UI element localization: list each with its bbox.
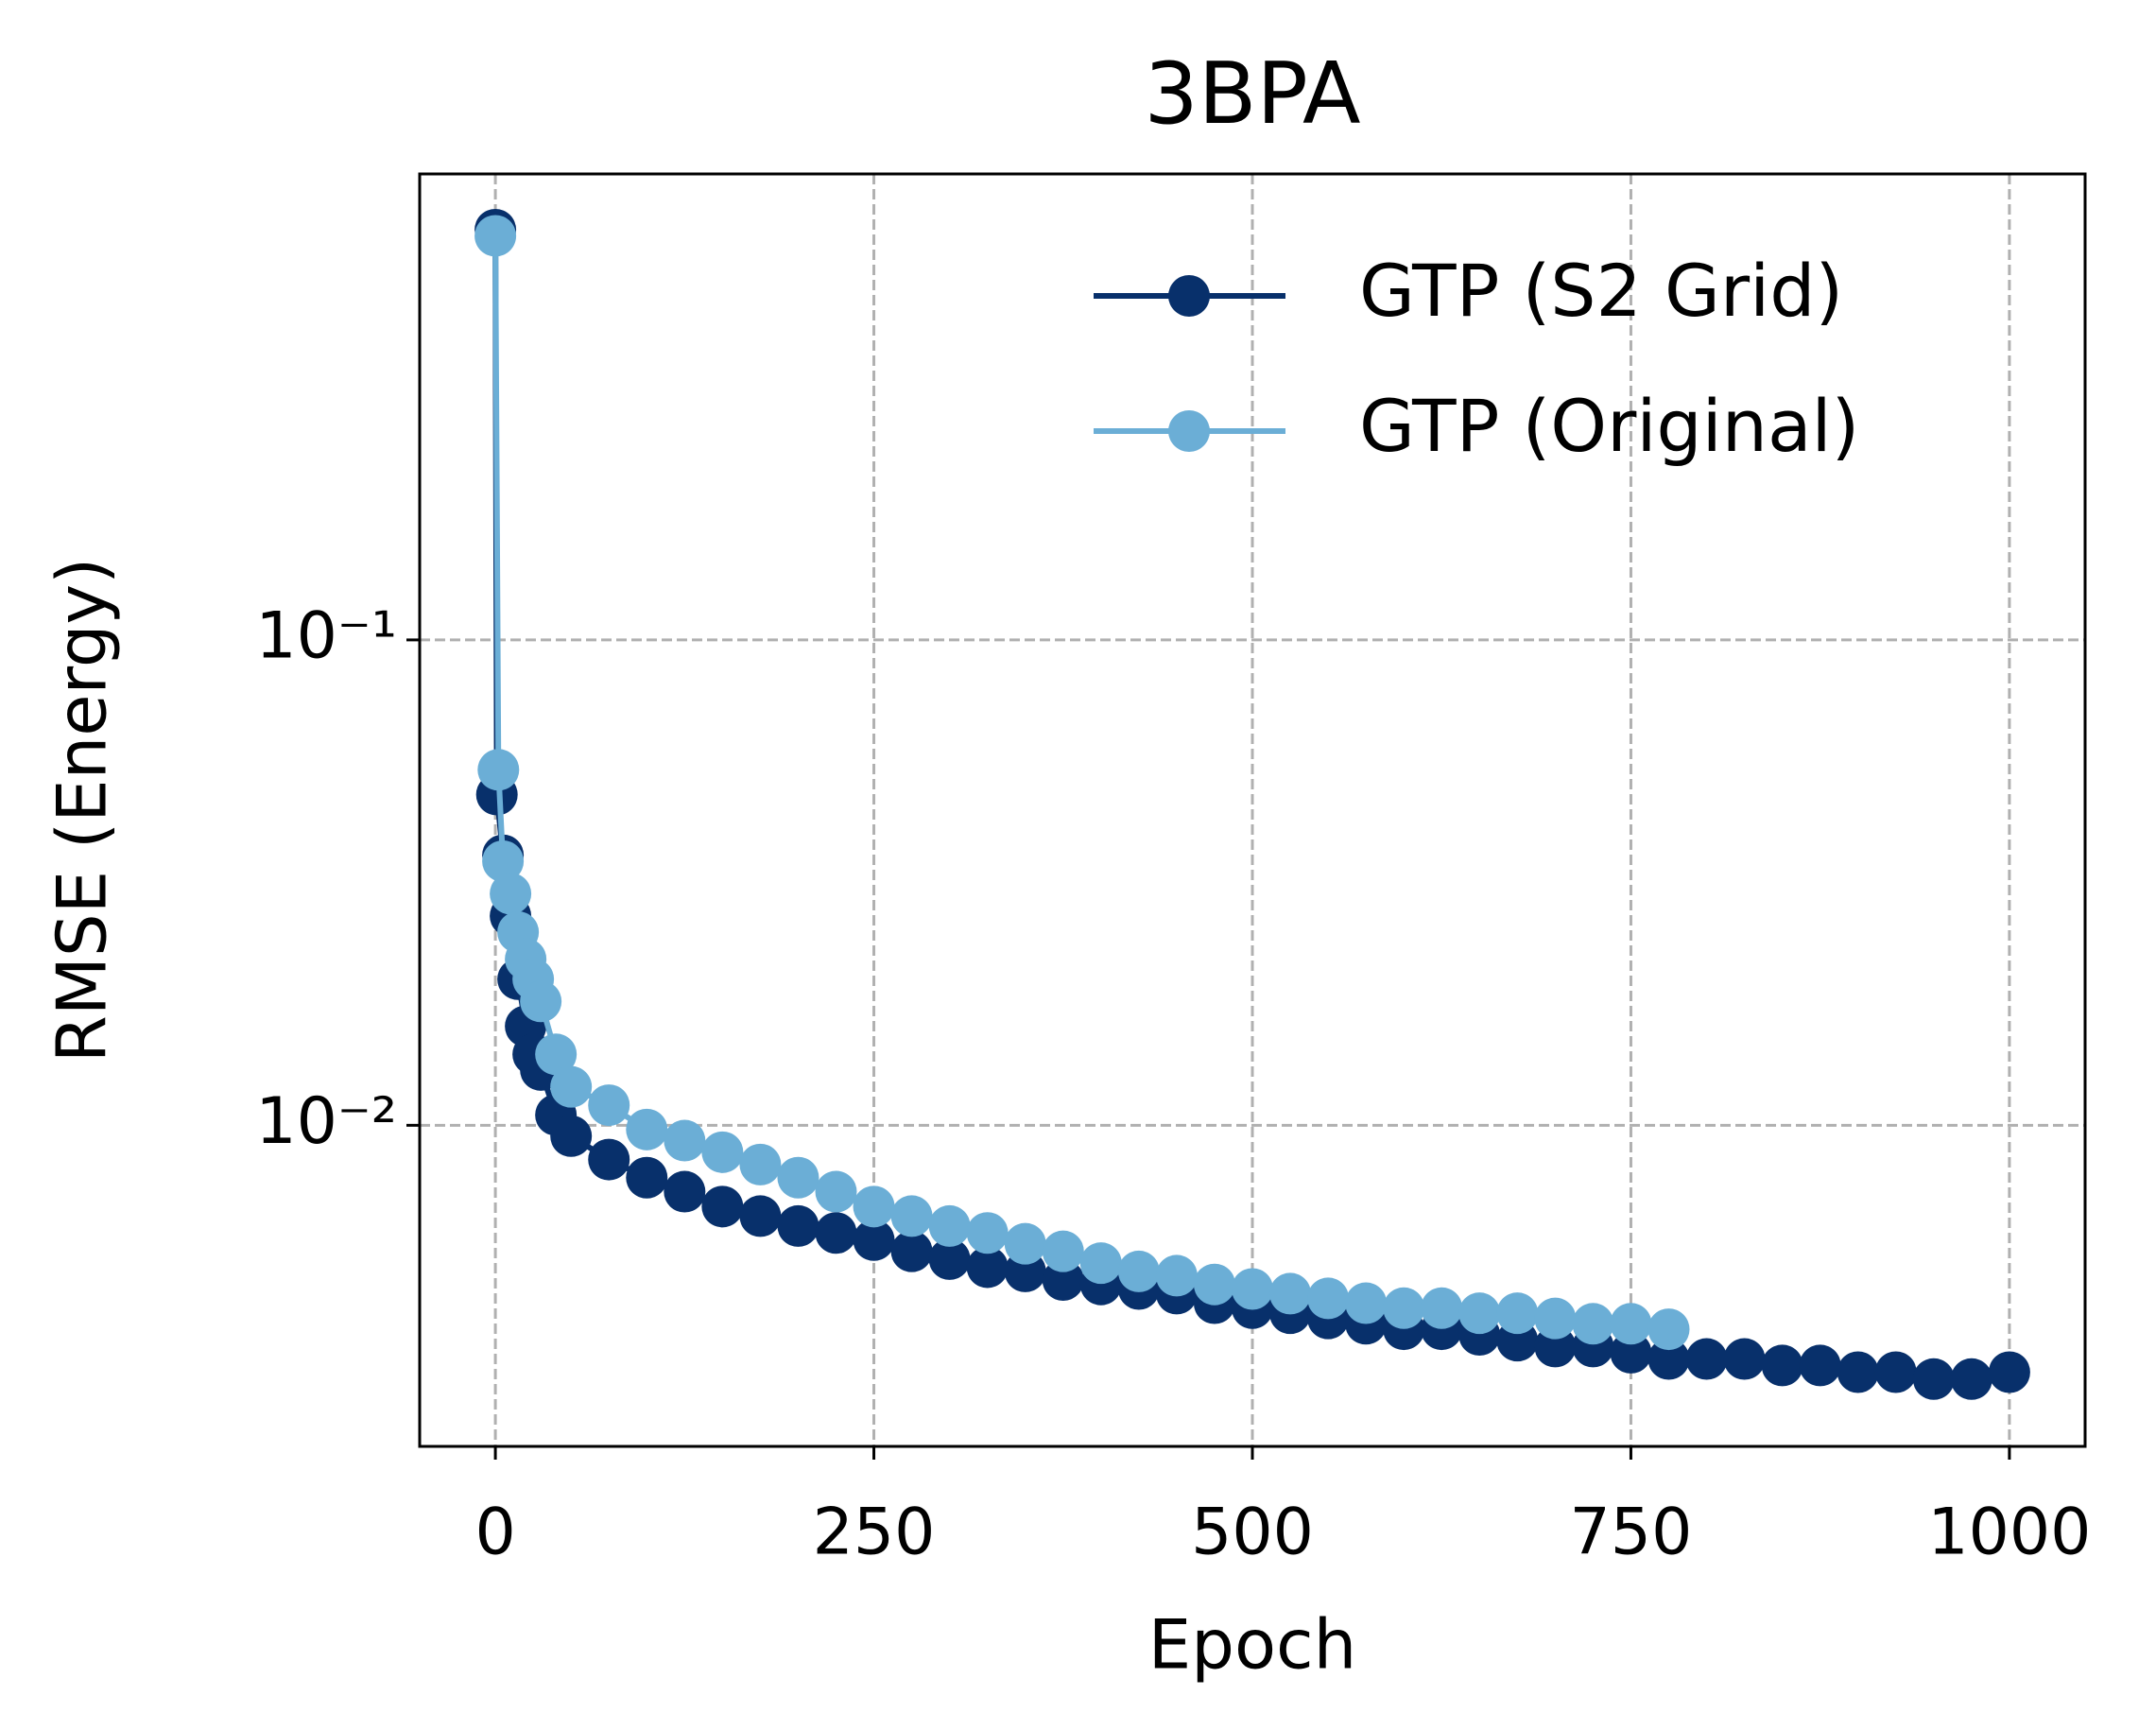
x-axis-label: Epoch <box>1148 1605 1356 1685</box>
data-point <box>520 980 562 1023</box>
data-point <box>474 215 517 257</box>
data-point <box>1496 1292 1539 1335</box>
data-point <box>482 839 525 882</box>
data-point <box>1345 1282 1388 1324</box>
data-point <box>853 1219 895 1261</box>
data-point <box>890 1195 933 1237</box>
data-point <box>739 1195 782 1237</box>
data-point <box>928 1237 971 1280</box>
data-point <box>1042 1230 1084 1272</box>
legend-label: GTP (Original) <box>1359 384 1859 468</box>
data-point <box>1723 1338 1766 1380</box>
data-point <box>664 1119 706 1162</box>
y-tick-label: 10⁻¹ <box>255 598 397 673</box>
data-point <box>1874 1351 1917 1393</box>
data-point <box>1837 1351 1879 1393</box>
data-point <box>1155 1254 1198 1297</box>
data-point <box>1269 1272 1312 1315</box>
data-point <box>890 1230 933 1272</box>
data-point <box>928 1204 971 1247</box>
x-tick-label: 0 <box>474 1496 515 1570</box>
data-point <box>588 1138 630 1181</box>
data-point <box>777 1204 819 1247</box>
data-point <box>1458 1292 1501 1335</box>
data-point <box>777 1156 819 1199</box>
data-point <box>966 1246 1009 1289</box>
legend-marker <box>1168 410 1210 452</box>
data-point <box>490 873 532 915</box>
x-tick-label: 250 <box>813 1496 936 1570</box>
data-point <box>477 749 520 791</box>
x-tick-label: 1000 <box>1927 1496 2091 1570</box>
data-point <box>1232 1268 1273 1310</box>
data-point <box>1383 1287 1425 1329</box>
data-point <box>1572 1303 1614 1345</box>
data-point <box>815 1212 857 1254</box>
data-point <box>966 1212 1009 1254</box>
data-point <box>1647 1338 1690 1380</box>
data-point <box>1761 1344 1803 1387</box>
data-point <box>1685 1338 1728 1380</box>
legend-marker <box>1168 275 1210 317</box>
data-point <box>1193 1263 1235 1306</box>
plot-frame <box>418 172 2087 1448</box>
data-point <box>1950 1358 1992 1400</box>
data-point <box>1799 1344 1841 1387</box>
data-point <box>1610 1331 1652 1374</box>
data-point <box>1004 1222 1046 1265</box>
chart-title: 3BPA <box>1144 44 1360 144</box>
y-tick-label: 10⁻² <box>255 1084 397 1159</box>
data-point <box>701 1131 744 1173</box>
data-point <box>664 1170 706 1213</box>
data-point <box>1534 1297 1577 1340</box>
data-point <box>815 1170 857 1213</box>
legend-label: GTP (S2 Grid) <box>1359 249 1843 333</box>
data-point <box>535 1033 578 1076</box>
data-point <box>1307 1277 1350 1320</box>
data-point <box>1610 1303 1652 1345</box>
data-point <box>739 1143 782 1185</box>
data-point <box>588 1084 630 1127</box>
data-point <box>1042 1259 1084 1302</box>
data-point <box>1079 1242 1122 1285</box>
data-point <box>1647 1308 1690 1351</box>
data-point <box>550 1115 593 1157</box>
data-point <box>1421 1287 1463 1329</box>
data-point <box>1988 1351 2030 1393</box>
data-point <box>1912 1358 1955 1400</box>
y-axis-label: RMSE (Energy) <box>43 558 122 1063</box>
data-point <box>626 1156 668 1199</box>
data-point <box>701 1185 744 1228</box>
x-tick-label: 500 <box>1191 1496 1314 1570</box>
data-point <box>853 1185 895 1228</box>
data-point <box>1117 1250 1160 1292</box>
x-tick-label: 750 <box>1570 1496 1693 1570</box>
plot-area <box>474 208 2030 1400</box>
data-point <box>626 1108 668 1150</box>
data-point <box>550 1065 593 1108</box>
